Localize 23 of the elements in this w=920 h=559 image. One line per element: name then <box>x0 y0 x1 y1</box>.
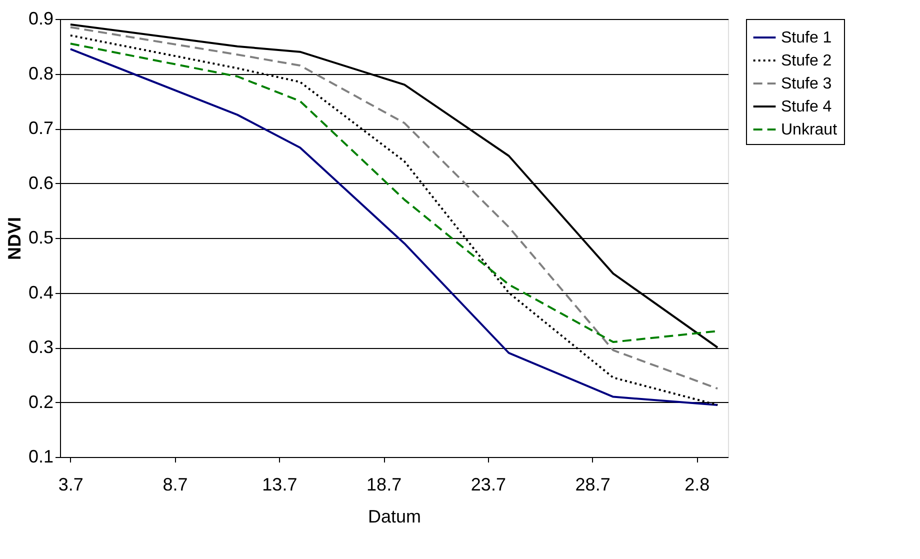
x-tick-label: 8.7 <box>162 474 188 494</box>
y-tick-label: 0.1 <box>28 446 54 466</box>
legend-label: Unkraut <box>781 122 838 138</box>
legend-label: Stufe 1 <box>781 30 832 46</box>
y-axis-title: NDVI <box>4 216 24 260</box>
x-tick-label: 3.7 <box>58 474 84 494</box>
x-axis-title: Datum <box>368 506 422 526</box>
x-tick-label: 23.7 <box>470 474 506 494</box>
legend-label: Stufe 3 <box>781 76 832 92</box>
x-tick-label: 13.7 <box>262 474 298 494</box>
y-tick-label: 0.5 <box>28 228 54 248</box>
y-tick-label: 0.9 <box>28 8 54 28</box>
y-tick-label: 0.2 <box>28 392 54 412</box>
y-tick-label: 0.4 <box>28 282 54 302</box>
x-tick-label: 28.7 <box>575 474 610 494</box>
y-tick-label: 0.7 <box>28 118 54 138</box>
x-tick-label: 2.8 <box>684 474 710 494</box>
y-tick-label: 0.3 <box>28 337 54 357</box>
x-tick-label: 18.7 <box>366 474 402 494</box>
y-tick-label: 0.6 <box>28 172 54 193</box>
legend-label: Stufe 2 <box>781 52 832 70</box>
y-tick-label: 0.8 <box>28 63 54 84</box>
legend-label: Stufe 4 <box>781 98 832 116</box>
